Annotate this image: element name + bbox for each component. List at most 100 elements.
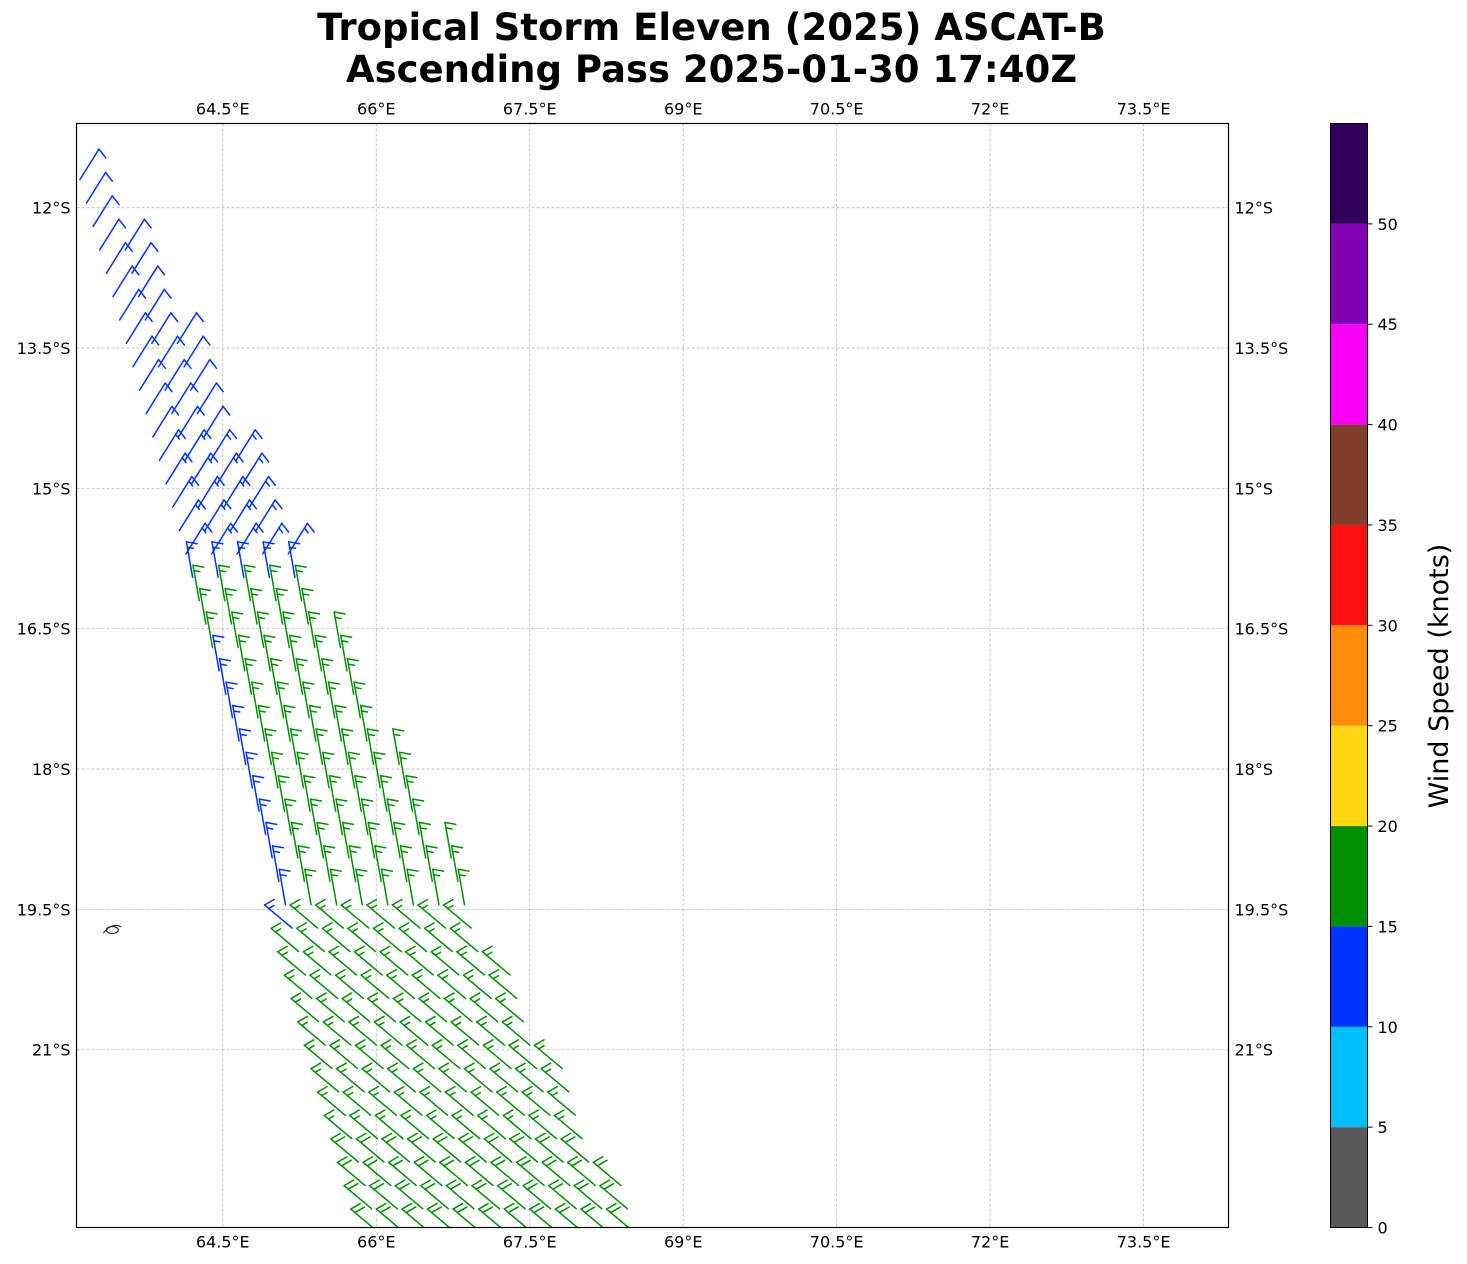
wind-barb: [295, 658, 308, 695]
wind-barb: [282, 611, 295, 649]
wind-barb: [340, 898, 370, 929]
colorbar-bin: [1330, 424, 1368, 525]
wind-barb: [256, 611, 269, 649]
wind-barb: [190, 452, 219, 485]
wind-barb: [515, 1156, 545, 1187]
wind-barb: [399, 845, 413, 883]
wind-barb: [284, 798, 297, 836]
wind-barb: [171, 382, 199, 415]
wind-barb: [177, 405, 205, 438]
wind-barb: [137, 265, 166, 298]
wind-barb: [426, 1202, 451, 1228]
wind-barb: [362, 1156, 392, 1187]
wind-barb: [257, 704, 270, 742]
wind-barb: [131, 241, 159, 274]
wind-barb: [329, 1039, 359, 1070]
colorbar-bin: [1330, 725, 1368, 827]
lat-tick-label-right: 15°S: [1235, 479, 1274, 498]
wind-barb: [367, 821, 380, 859]
wind-barb: [424, 1015, 454, 1046]
wind-barb: [450, 1015, 480, 1046]
wind-barb: [125, 312, 153, 345]
axis-tick-labels: 64.5°E 64.5°E 66°E 66°E 67.5°E 67.5°E 69°E 69°E…: [17, 100, 1289, 1252]
wind-barb: [355, 1132, 385, 1163]
wind-barb: [271, 845, 285, 883]
wind-barb: [212, 634, 225, 672]
wind-barb: [533, 1039, 563, 1070]
wind-barb: [196, 382, 224, 415]
wind-barb: [353, 681, 366, 719]
wind-barb: [393, 821, 406, 859]
wind-barb: [277, 945, 307, 976]
wind-barb: [406, 868, 419, 906]
wind-barb: [209, 429, 238, 462]
colorbar-tick-label: 45: [1378, 315, 1398, 334]
wind-barb: [431, 1039, 461, 1070]
wind-barb: [346, 658, 359, 695]
wind-barb: [205, 611, 218, 649]
wind-barb: [342, 1085, 372, 1116]
wind-barb: [457, 1132, 488, 1163]
wind-barb: [477, 1202, 502, 1228]
wind-barb: [361, 1062, 391, 1093]
lat-tick-label-left: 21°S: [32, 1041, 71, 1060]
wind-barb: [508, 1039, 538, 1070]
wind-barb: [379, 774, 393, 812]
colorbar-bin: [1330, 123, 1368, 224]
wind-barb: [287, 541, 301, 579]
colorbar-bin: [1330, 926, 1368, 1027]
wind-barb: [277, 774, 290, 812]
wind-barb: [328, 774, 341, 812]
wind-barb: [496, 1179, 526, 1210]
wind-barb: [385, 968, 416, 1000]
wind-barb: [392, 992, 422, 1023]
wind-barb: [302, 681, 315, 719]
wind-barb: [290, 992, 320, 1023]
wind-barb: [85, 171, 114, 204]
wind-barb: [554, 1202, 579, 1228]
wind-barb: [386, 1062, 417, 1093]
lon-tick-label-top: 69°E: [664, 100, 702, 119]
wind-barb: [79, 148, 107, 181]
colorbar-bin: [1330, 223, 1368, 325]
wind-barb: [132, 335, 160, 368]
low-center-icon: [102, 924, 122, 935]
wind-barb: [216, 452, 244, 485]
wind-barb: [245, 751, 258, 789]
lon-tick-label-bottom: 70.5°E: [810, 1233, 864, 1252]
wind-barb: [391, 898, 421, 929]
lon-tick-label-bottom: 66°E: [357, 1233, 395, 1252]
wind-barb: [340, 634, 353, 672]
colorbar-bin: [1330, 1127, 1368, 1228]
wind-barb: [183, 335, 211, 368]
wind-barb: [250, 587, 263, 625]
wind-barb: [374, 845, 387, 883]
wind-barb: [489, 1062, 519, 1093]
wind-barb: [425, 1109, 455, 1140]
wind-barb: [152, 405, 180, 438]
wind-barb: [412, 798, 425, 836]
lat-tick-label-left: 16.5°S: [17, 620, 71, 639]
wind-barb: [380, 1039, 410, 1070]
chart-title-line2: Ascending Pass 2025-01-30 17:40Z: [345, 48, 1078, 91]
wind-barb: [449, 922, 479, 953]
lat-tick-label-left: 15°S: [32, 479, 71, 498]
wind-barb: [275, 587, 288, 625]
wind-barb: [349, 1202, 374, 1228]
wind-barb: [321, 658, 334, 695]
wind-barb: [308, 704, 322, 742]
wind-barb: [380, 868, 394, 906]
wind-barb: [566, 1156, 596, 1187]
wind-barb: [438, 1062, 468, 1093]
lon-tick-label-bottom: 64.5°E: [196, 1233, 250, 1252]
wind-barb: [290, 821, 304, 859]
wind-barb: [296, 1015, 327, 1046]
wind-barb: [347, 751, 360, 789]
lat-tick-label-left: 13.5°S: [17, 339, 71, 358]
wind-barb: [327, 681, 341, 719]
wind-barb: [270, 922, 300, 953]
wind-barb: [413, 1156, 443, 1187]
wind-barb: [171, 475, 200, 508]
wind-barb: [189, 358, 218, 391]
wind-barb: [392, 728, 405, 766]
